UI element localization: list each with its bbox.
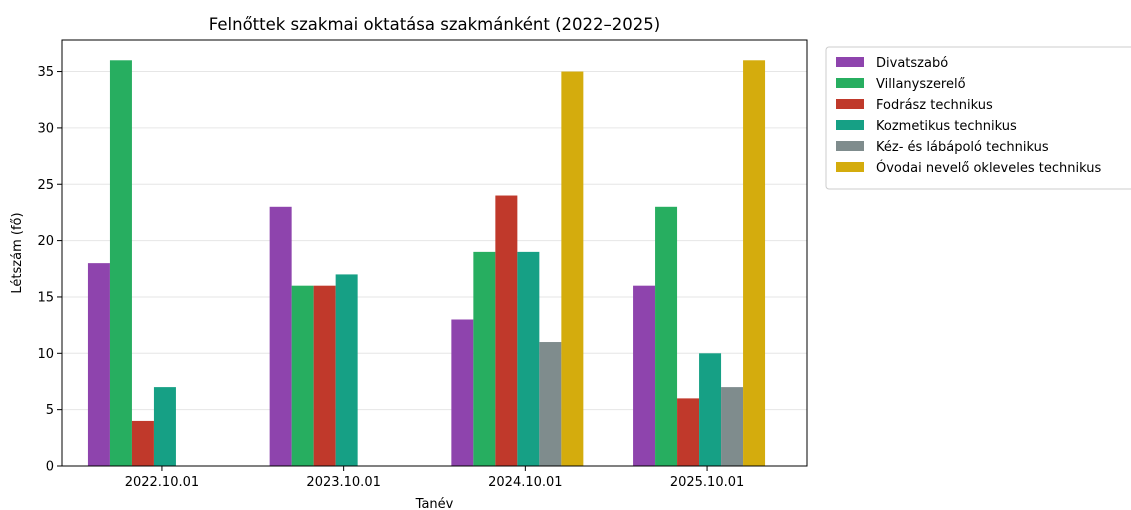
bars	[87, 60, 766, 467]
legend-label: Kozmetikus technikus	[876, 119, 1017, 134]
bar	[131, 420, 154, 466]
bar	[633, 285, 656, 466]
bar	[291, 285, 314, 466]
bar	[269, 206, 292, 467]
gridlines	[62, 71, 807, 411]
legend-label: Óvodai nevelő okleveles technikus	[876, 160, 1101, 176]
bar	[699, 353, 722, 466]
x-axis-ticks: 2022.10.01 2023.10.01 2024.10.01 2025.10.01	[125, 466, 744, 490]
y-tick-label: 35	[37, 65, 54, 80]
y-tick-label: 5	[46, 403, 54, 418]
bar	[539, 342, 562, 466]
legend-swatch	[836, 99, 864, 109]
legend-label: Kéz- és lábápoló technikus	[876, 140, 1049, 155]
bar	[451, 319, 474, 466]
bar	[473, 251, 496, 466]
y-tick-label: 10	[37, 347, 54, 362]
legend-label: Villanyszerelő	[876, 77, 966, 92]
y-tick-label: 0	[46, 460, 54, 475]
y-axis-ticks: 0 5 10 15 20 25 30 35	[37, 65, 62, 475]
bar	[677, 398, 700, 466]
legend-box	[825, 46, 1131, 190]
bar	[109, 60, 132, 467]
bar	[153, 387, 176, 466]
bar	[655, 206, 678, 467]
bar	[335, 274, 358, 466]
bar	[313, 285, 336, 466]
y-axis-label: Létszám (fő)	[10, 212, 25, 293]
bar	[561, 71, 584, 467]
bar	[743, 60, 766, 467]
x-tick-label: 2025.10.01	[670, 475, 744, 490]
y-tick-label: 15	[37, 290, 54, 305]
legend-swatch	[836, 78, 864, 88]
bar	[495, 195, 518, 466]
legend-label: Divatszabó	[876, 56, 948, 71]
legend-swatch	[836, 141, 864, 151]
bar	[87, 263, 110, 466]
legend-label: Fodrász technikus	[876, 98, 993, 113]
x-axis-label: Tanév	[415, 497, 454, 510]
y-tick-label: 20	[37, 234, 54, 249]
legend: Divatszabó Villanyszerelő Fodrász techniku…	[825, 46, 1131, 190]
chart-title: Felnőttek szakmai oktatása szakmánként (…	[209, 15, 660, 34]
y-tick-label: 25	[37, 178, 54, 193]
bar	[517, 251, 540, 466]
x-tick-label: 2023.10.01	[306, 475, 380, 490]
legend-swatch	[836, 57, 864, 67]
legend-swatch	[836, 162, 864, 172]
y-tick-label: 30	[37, 121, 54, 136]
bar	[721, 387, 744, 466]
x-tick-label: 2022.10.01	[125, 475, 199, 490]
legend-swatch	[836, 120, 864, 130]
plot-frame	[61, 39, 808, 467]
x-tick-label: 2024.10.01	[488, 475, 562, 490]
